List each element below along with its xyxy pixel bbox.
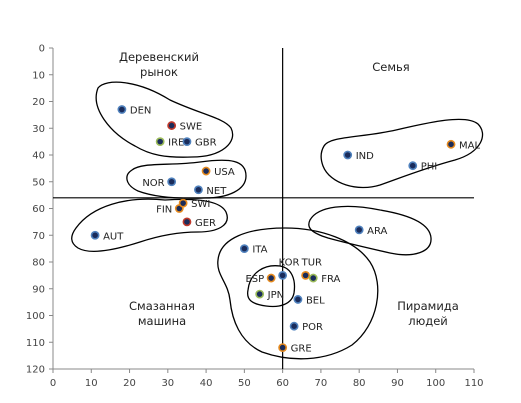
point-label-ara: ARA	[367, 226, 387, 237]
x-tick-label: 50	[238, 378, 251, 389]
data-point-ara	[354, 225, 364, 235]
point-label-swe: SWE	[180, 122, 203, 133]
quadrant-label-bottom-left: Смазанная	[129, 299, 195, 313]
data-point-gbr	[182, 137, 192, 147]
data-point-por	[289, 321, 299, 331]
data-point-phi	[408, 161, 418, 171]
y-tick-label: 40	[32, 151, 45, 162]
x-tick-label: 40	[200, 378, 213, 389]
point-label-tur: TUR	[301, 257, 322, 268]
x-tick-label: 110	[464, 378, 483, 389]
cluster-outline-ara	[308, 205, 432, 256]
point-label-esp: ESP	[245, 274, 264, 285]
quadrant-label-bottom-left: машина	[138, 314, 186, 328]
x-tick-label: 10	[85, 378, 98, 389]
data-point-swe	[167, 121, 177, 130]
y-tick-label: 20	[32, 97, 45, 108]
quadrant-label-top-right: Семья	[372, 60, 409, 74]
point-label-gre: GRE	[291, 344, 312, 355]
y-tick-label: 50	[32, 177, 45, 188]
quadrant-label-top-left: Деревенский	[119, 50, 199, 64]
point-label-jpn: JPN	[267, 290, 284, 301]
data-point-kor	[278, 270, 288, 280]
y-tick-label: 30	[32, 124, 45, 135]
data-point-mal	[446, 139, 456, 149]
point-label-usa: USA	[214, 167, 235, 178]
quadrant-label-bottom-right: Пирамида	[397, 299, 459, 313]
cluster-outline-esp-jpn	[246, 265, 296, 308]
point-label-mal: MAL	[459, 140, 480, 151]
quadrant-label-top-left: рынок	[140, 65, 178, 79]
y-tick-label: 100	[26, 311, 45, 322]
data-point-den	[117, 105, 127, 114]
cluster-outline-village-market	[95, 81, 234, 158]
x-tick-label: 80	[353, 378, 366, 389]
data-point-fra	[308, 273, 318, 283]
x-tick-label: 70	[315, 378, 328, 389]
point-label-net: NET	[206, 186, 227, 197]
data-point-swi	[178, 198, 188, 208]
point-label-kor: KOR	[279, 257, 300, 268]
data-point-usa	[201, 166, 211, 176]
cluster-outline-human-pyramid	[217, 227, 379, 360]
data-point-nor	[167, 177, 177, 187]
cluster-outline-nor-usa-net	[126, 159, 247, 199]
x-tick-label: 100	[426, 378, 445, 389]
point-label-fra: FRA	[321, 274, 340, 285]
y-tick-label: 90	[32, 284, 45, 295]
y-tick-label: 80	[32, 258, 45, 269]
x-tick-label: 20	[123, 378, 136, 389]
point-label-gbr: GBR	[195, 138, 217, 149]
point-label-fin: FIN	[156, 205, 172, 216]
y-tick-label: 10	[32, 70, 45, 81]
data-point-jpn	[255, 289, 265, 299]
data-point-esp	[266, 273, 276, 283]
point-label-ind: IND	[356, 151, 374, 162]
point-label-bel: BEL	[306, 295, 325, 306]
y-tick-label: 110	[26, 338, 45, 349]
x-tick-label: 60	[276, 378, 289, 389]
data-point-gre	[278, 343, 288, 352]
axes: 0 10 20 30 40 50 60 70 80 90 100 110 120 0 10 20 30 40 50 6…	[26, 44, 484, 390]
point-label-phi: PHI	[421, 162, 438, 173]
point-label-aut: AUT	[103, 231, 124, 242]
y-tick-label: 70	[32, 231, 45, 242]
data-point-ita	[239, 244, 249, 254]
point-label-ita: ITA	[252, 245, 267, 256]
x-tick-label: 30	[161, 378, 174, 389]
data-point-ire	[155, 137, 165, 147]
data-point-net	[194, 185, 203, 195]
point-label-nor: NOR	[142, 178, 164, 189]
data-point-aut	[90, 230, 100, 240]
y-tick-label: 120	[26, 365, 45, 376]
x-tick-label: 90	[391, 378, 404, 389]
point-label-por: POR	[302, 322, 323, 333]
data-points: DEN SWE IRE GBR NOR USA NET FIN SWI GER AUT MAL IND P…	[90, 105, 481, 355]
point-label-swi: SWI	[191, 199, 210, 210]
x-tick-label: 0	[50, 378, 56, 389]
y-tick-label: 0	[39, 44, 45, 55]
data-point-bel	[293, 295, 303, 304]
point-label-den: DEN	[130, 106, 152, 117]
y-tick-label: 60	[32, 204, 45, 215]
cluster-outlines	[71, 81, 484, 360]
data-point-ind	[343, 150, 353, 160]
quadrant-label-bottom-right: людей	[408, 314, 448, 328]
point-label-ger: GER	[195, 218, 216, 229]
data-point-tur	[301, 270, 310, 280]
data-point-ger	[182, 217, 192, 227]
cluster-outline-family	[320, 118, 484, 189]
cluster-outline-germanic	[71, 198, 228, 252]
point-label-ire: IRE	[168, 138, 184, 149]
